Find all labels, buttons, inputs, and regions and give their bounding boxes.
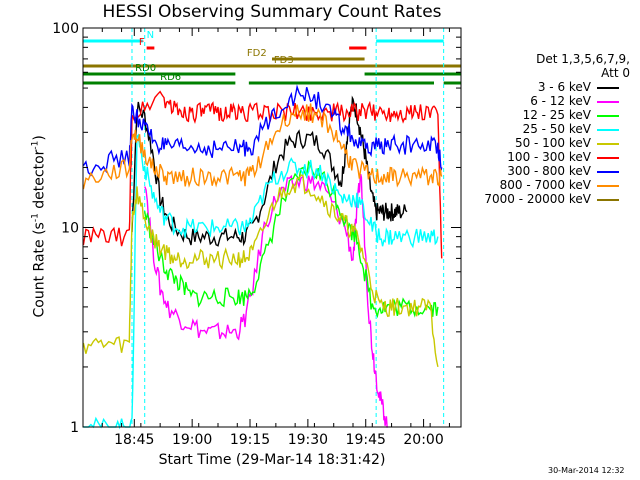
- y-tick-label: 10: [61, 221, 79, 237]
- legend-label: 50 - 100 keV: [514, 136, 591, 150]
- series-line: [144, 173, 388, 428]
- legend-header-line1: Det 1,3,5,6,7,9,: [536, 52, 630, 66]
- series-line: [131, 95, 408, 247]
- legend-header-line2: Att 0: [601, 66, 630, 80]
- legend-item: 100 - 300 keV: [470, 150, 630, 164]
- y-axis-label: Count Rate (s-1 detector-1): [30, 135, 48, 318]
- series-lines: [82, 84, 443, 430]
- legend-label: 800 - 7000 keV: [499, 178, 591, 192]
- flag-label: FD2: [247, 48, 267, 59]
- legend-label: 25 - 50 keV: [522, 122, 591, 136]
- series-line: [82, 84, 443, 177]
- legend-item: 50 - 100 keV: [470, 136, 630, 150]
- legend-item: 6 - 12 keV: [470, 94, 630, 108]
- y-tick-label: 100: [52, 21, 79, 37]
- legend-label: 300 - 800 keV: [507, 164, 591, 178]
- legend-swatch: [597, 114, 619, 117]
- series-line: [82, 103, 443, 190]
- x-tick-label: 19:30: [288, 432, 328, 448]
- legend-item: 800 - 7000 keV: [470, 178, 630, 192]
- saa-markers: [131, 28, 445, 427]
- flag-bars: NF FD2 FD3 RD0 RD6: [83, 30, 461, 85]
- flag-label: FD3: [274, 55, 294, 66]
- legend-swatch: [597, 128, 619, 131]
- legend-swatch: [597, 170, 619, 173]
- series-line: [82, 174, 439, 368]
- legend-label: 7000 - 20000 keV: [484, 192, 591, 206]
- legend-swatch: [597, 100, 619, 103]
- legend-label: 6 - 12 keV: [530, 94, 591, 108]
- legend-label: 100 - 300 keV: [507, 150, 591, 164]
- legend-item: 300 - 800 keV: [470, 164, 630, 178]
- timestamp: 30-Mar-2014 12:32: [548, 466, 625, 475]
- legend-item: 7000 - 20000 keV: [470, 192, 630, 206]
- legend-swatch: [597, 86, 619, 89]
- flag-label: N: [147, 30, 154, 41]
- x-tick-label: 20:00: [403, 432, 443, 448]
- legend-item: 25 - 50 keV: [470, 122, 630, 136]
- legend-label: 3 - 6 keV: [537, 80, 591, 94]
- x-tick-label: 19:15: [230, 432, 270, 448]
- x-axis-label: Start Time (29-Mar-14 18:31:42): [158, 452, 386, 468]
- legend-item: 12 - 25 keV: [470, 108, 630, 122]
- legend-swatch: [597, 142, 619, 145]
- legend-label: 12 - 25 keV: [522, 108, 591, 122]
- series-line: [83, 133, 439, 430]
- x-tick-label: 18:45: [114, 432, 154, 448]
- legend-swatch: [597, 156, 619, 159]
- flag-label: F: [139, 37, 145, 48]
- flag-label: RD6: [160, 72, 181, 83]
- legend-swatch: [597, 198, 619, 201]
- legend-item: 3 - 6 keV: [470, 80, 630, 94]
- axes: 18:45 19:00 19:15 19:30 19:45 20:00 1 10 100: [52, 21, 461, 448]
- legend-swatch: [597, 184, 619, 187]
- plot-frame: [82, 27, 462, 428]
- flag-label: RD0: [135, 63, 156, 74]
- x-tick-label: 19:00: [172, 432, 212, 448]
- chart-title: HESSI Observing Summary Count Rates: [102, 2, 442, 22]
- y-tick-label: 1: [70, 420, 79, 436]
- x-tick-label: 19:45: [346, 432, 386, 448]
